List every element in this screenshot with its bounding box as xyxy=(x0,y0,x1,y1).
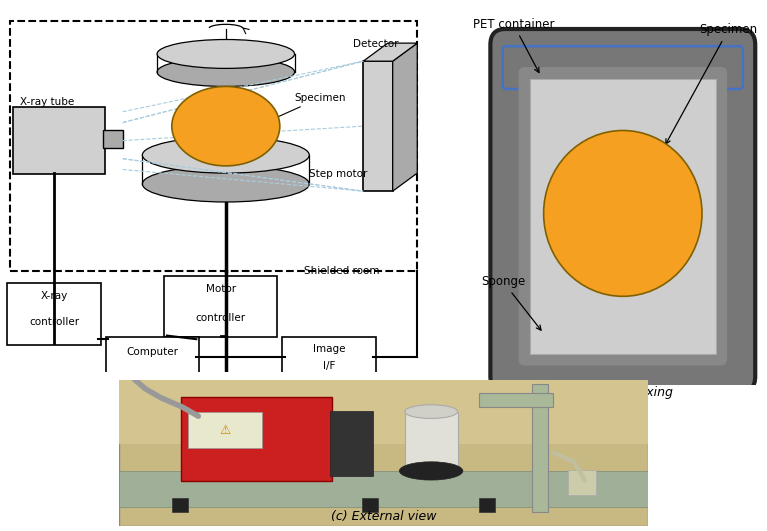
Text: X-ray tube: X-ray tube xyxy=(20,97,74,107)
FancyBboxPatch shape xyxy=(502,46,743,89)
FancyBboxPatch shape xyxy=(519,67,726,365)
Text: PET container: PET container xyxy=(472,18,554,73)
Ellipse shape xyxy=(143,137,309,173)
FancyBboxPatch shape xyxy=(164,276,278,337)
Text: X-ray: X-ray xyxy=(41,292,67,302)
Ellipse shape xyxy=(143,166,309,202)
Text: (c) External view: (c) External view xyxy=(331,510,436,524)
Circle shape xyxy=(544,131,702,296)
Text: Sponge: Sponge xyxy=(481,275,541,330)
Text: controller: controller xyxy=(29,317,79,327)
Ellipse shape xyxy=(157,39,295,68)
Ellipse shape xyxy=(196,414,212,427)
FancyBboxPatch shape xyxy=(479,498,495,512)
Text: Motor: Motor xyxy=(206,284,236,294)
FancyBboxPatch shape xyxy=(405,412,458,475)
FancyBboxPatch shape xyxy=(532,384,548,512)
FancyBboxPatch shape xyxy=(568,470,596,495)
FancyBboxPatch shape xyxy=(490,29,755,392)
Ellipse shape xyxy=(400,462,463,480)
Text: I/F: I/F xyxy=(323,361,335,371)
Ellipse shape xyxy=(405,405,458,418)
Text: Detector: Detector xyxy=(354,39,399,49)
FancyBboxPatch shape xyxy=(282,337,376,373)
FancyBboxPatch shape xyxy=(106,337,199,373)
Text: Specimen: Specimen xyxy=(268,93,346,121)
FancyBboxPatch shape xyxy=(172,498,188,512)
Text: controller: controller xyxy=(196,313,246,323)
FancyBboxPatch shape xyxy=(188,412,262,448)
FancyBboxPatch shape xyxy=(362,498,378,512)
FancyBboxPatch shape xyxy=(330,411,374,476)
Text: ⚠: ⚠ xyxy=(219,424,230,438)
FancyBboxPatch shape xyxy=(13,107,104,174)
Text: (b) Object fixing: (b) Object fixing xyxy=(572,387,673,399)
Text: (a) Connection diagram: (a) Connection diagram xyxy=(142,383,290,396)
Polygon shape xyxy=(393,43,417,191)
Text: Step motor: Step motor xyxy=(309,169,367,179)
FancyBboxPatch shape xyxy=(364,61,393,191)
Ellipse shape xyxy=(172,87,280,166)
Text: Shielded room: Shielded room xyxy=(304,266,380,276)
FancyBboxPatch shape xyxy=(8,283,100,345)
FancyBboxPatch shape xyxy=(119,380,648,443)
FancyBboxPatch shape xyxy=(479,393,553,407)
FancyBboxPatch shape xyxy=(181,397,331,481)
FancyBboxPatch shape xyxy=(119,471,648,508)
FancyBboxPatch shape xyxy=(103,130,123,148)
Text: Image: Image xyxy=(313,344,345,354)
Ellipse shape xyxy=(157,57,295,87)
Text: Computer: Computer xyxy=(127,347,178,357)
Text: Specimen: Specimen xyxy=(666,23,757,144)
Polygon shape xyxy=(364,43,417,61)
FancyBboxPatch shape xyxy=(119,380,648,526)
FancyBboxPatch shape xyxy=(530,79,716,354)
